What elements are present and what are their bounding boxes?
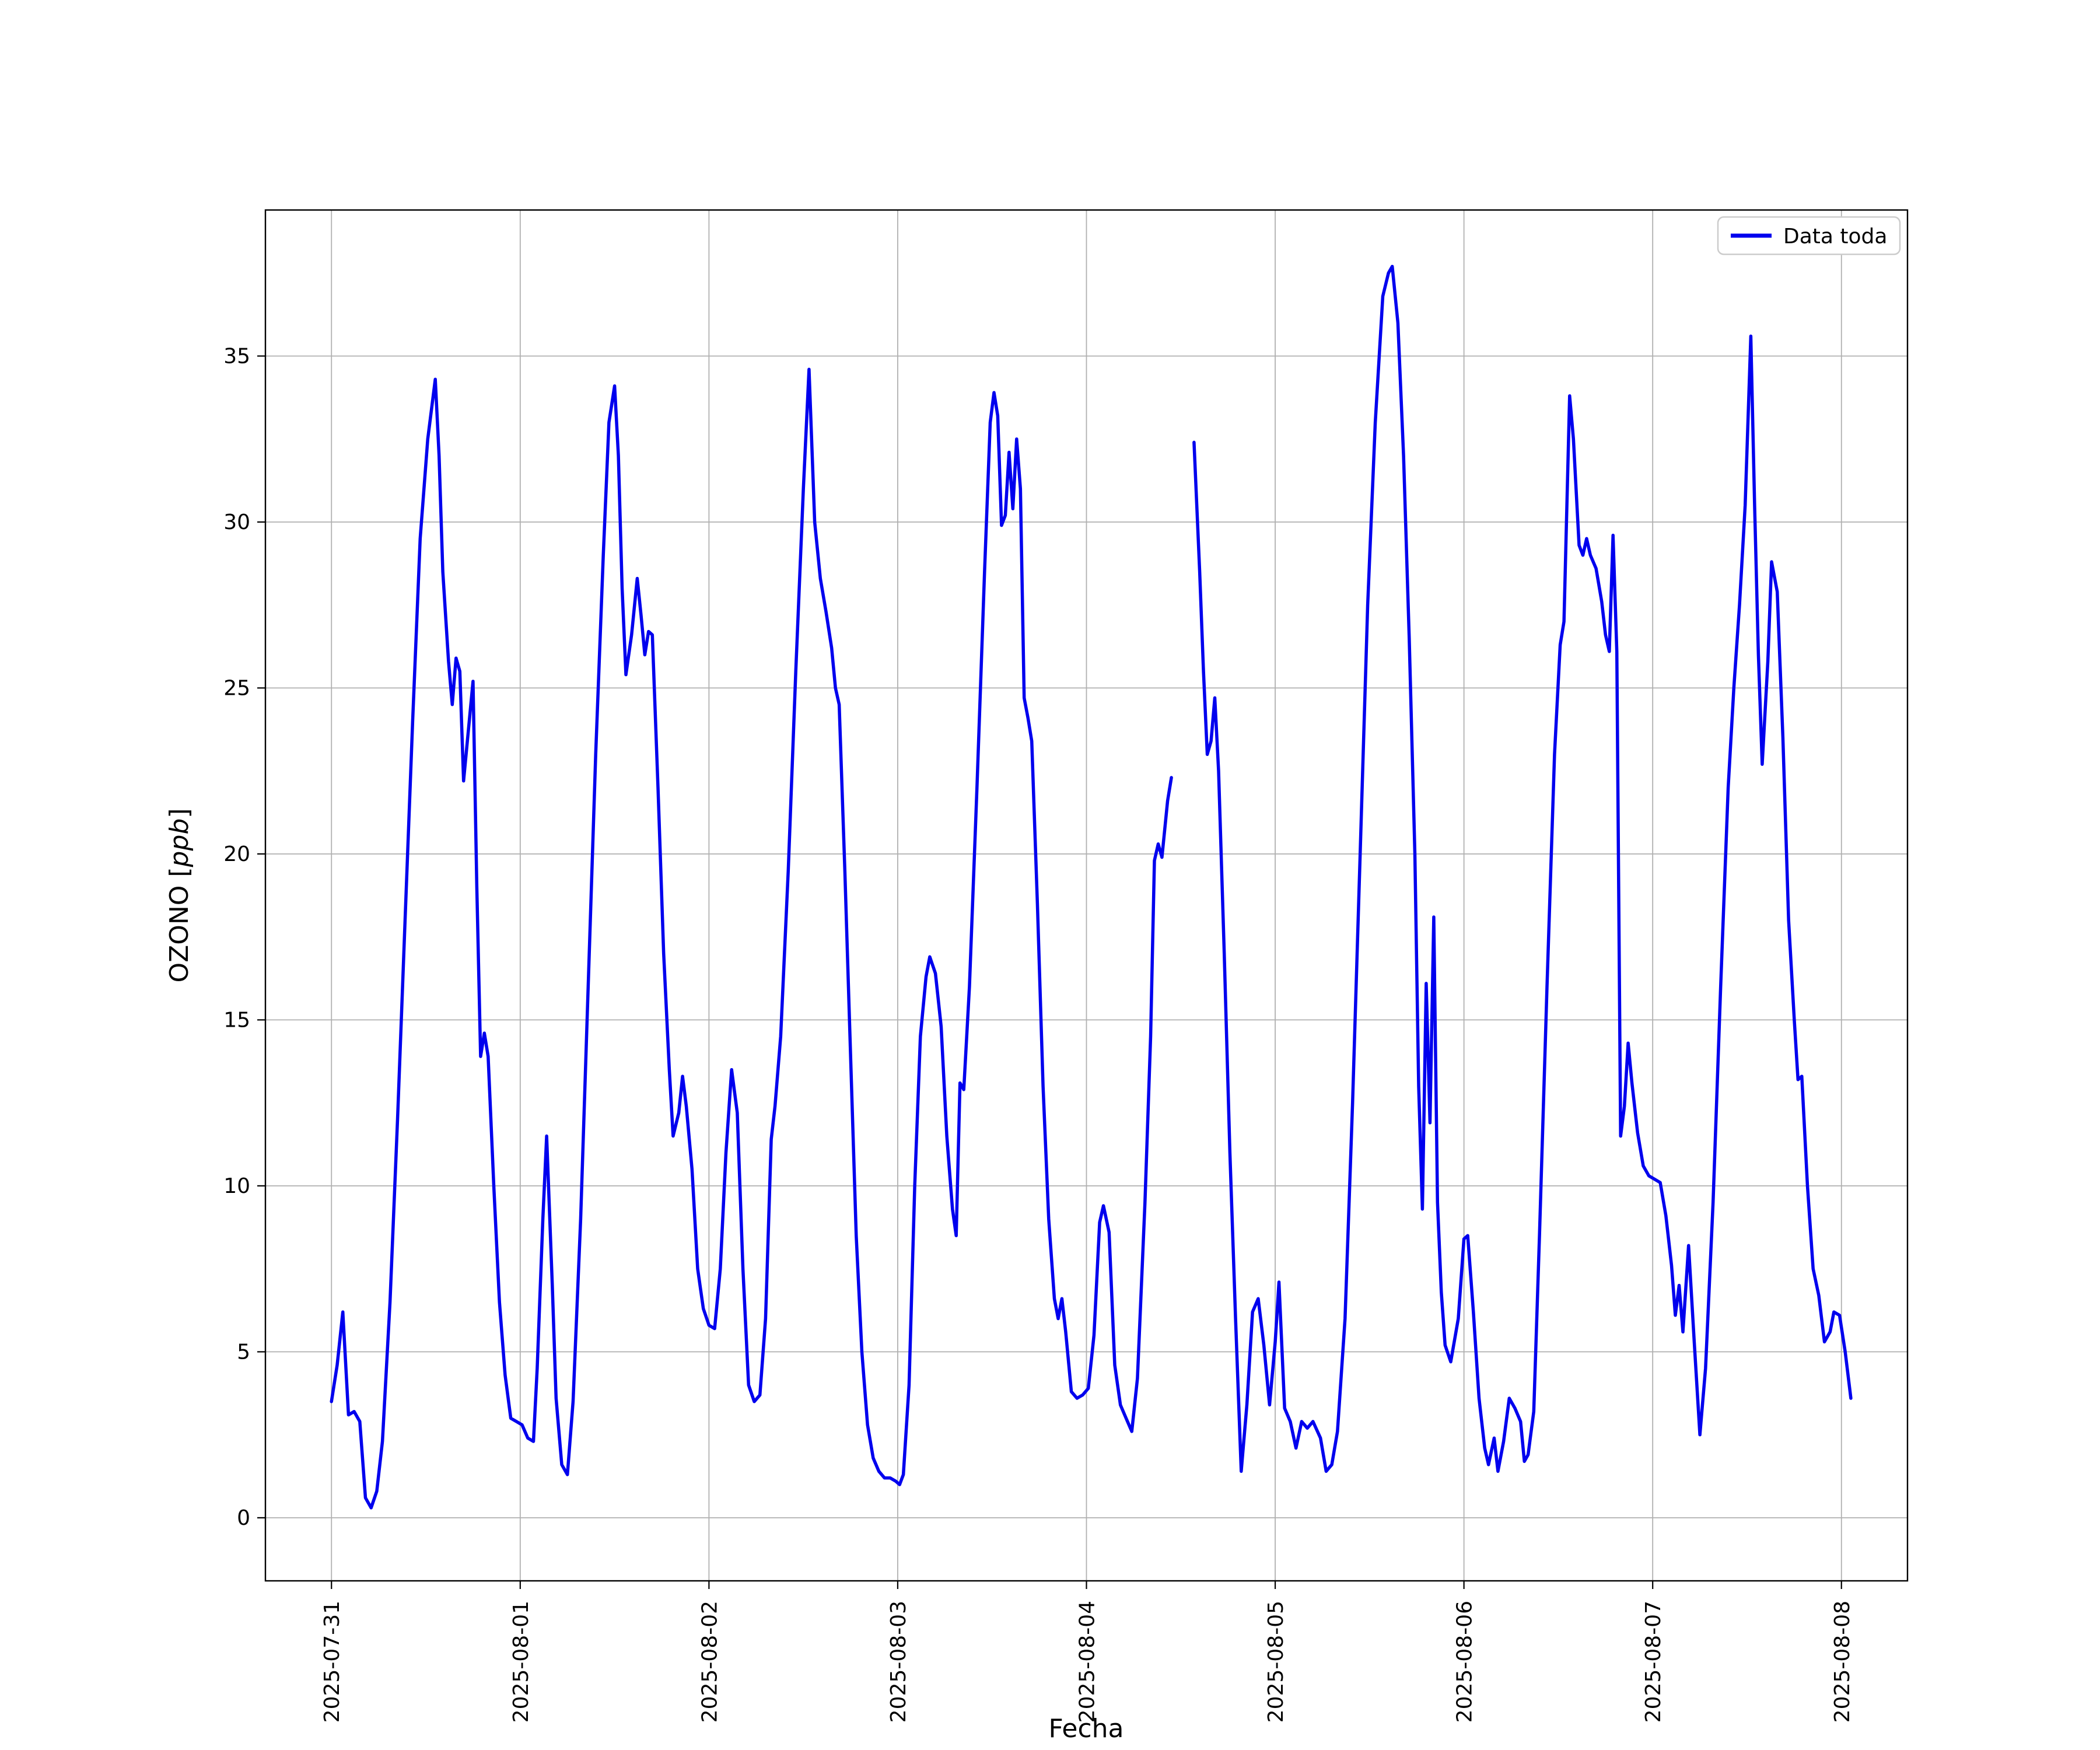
legend-label: Data toda xyxy=(1783,225,1887,249)
x-tick-label: 2025-08-07 xyxy=(1642,1601,1665,1723)
x-tick-label: 2025-08-02 xyxy=(698,1601,722,1723)
tick-layer: 0 5 10 15 20 25 30 35 2025-07-31 2025-08-01 2025-0… xyxy=(223,344,1854,1723)
y-tick-label: 35 xyxy=(223,344,250,368)
y-tick-label: 30 xyxy=(223,510,250,534)
x-tick-label: 2025-08-05 xyxy=(1264,1601,1288,1723)
x-tick-label: 2025-08-03 xyxy=(887,1601,911,1723)
y-tick-label: 20 xyxy=(223,842,250,866)
x-tick-label: 2025-08-01 xyxy=(509,1601,533,1723)
x-tick-label: 2025-08-08 xyxy=(1831,1601,1854,1723)
y-tick-label: 15 xyxy=(223,1008,250,1032)
legend-box xyxy=(1717,216,1901,256)
y-axis-label-prefix: OZONO [ xyxy=(164,867,194,982)
grid-layer xyxy=(265,210,1908,1581)
x-tick-label: 2025-08-06 xyxy=(1453,1601,1477,1723)
x-axis-label: Fecha xyxy=(1048,1714,1124,1744)
x-tick-label: 2025-08-04 xyxy=(1076,1601,1100,1723)
y-tick-label: 0 xyxy=(237,1506,250,1530)
y-axis-label-suffix: ] xyxy=(164,808,194,818)
y-axis-label: OZONO [ppb] xyxy=(164,808,194,982)
y-axis-label-units: ppb xyxy=(164,818,194,868)
legend: Data toda xyxy=(1717,216,1901,256)
y-tick-label: 25 xyxy=(223,676,250,700)
y-tick-label: 10 xyxy=(223,1174,250,1198)
ozone-series-line xyxy=(330,264,1853,1510)
y-tick-label: 5 xyxy=(237,1340,250,1364)
x-tick-label: 2025-07-31 xyxy=(320,1601,344,1723)
data-layer xyxy=(330,264,1853,1510)
